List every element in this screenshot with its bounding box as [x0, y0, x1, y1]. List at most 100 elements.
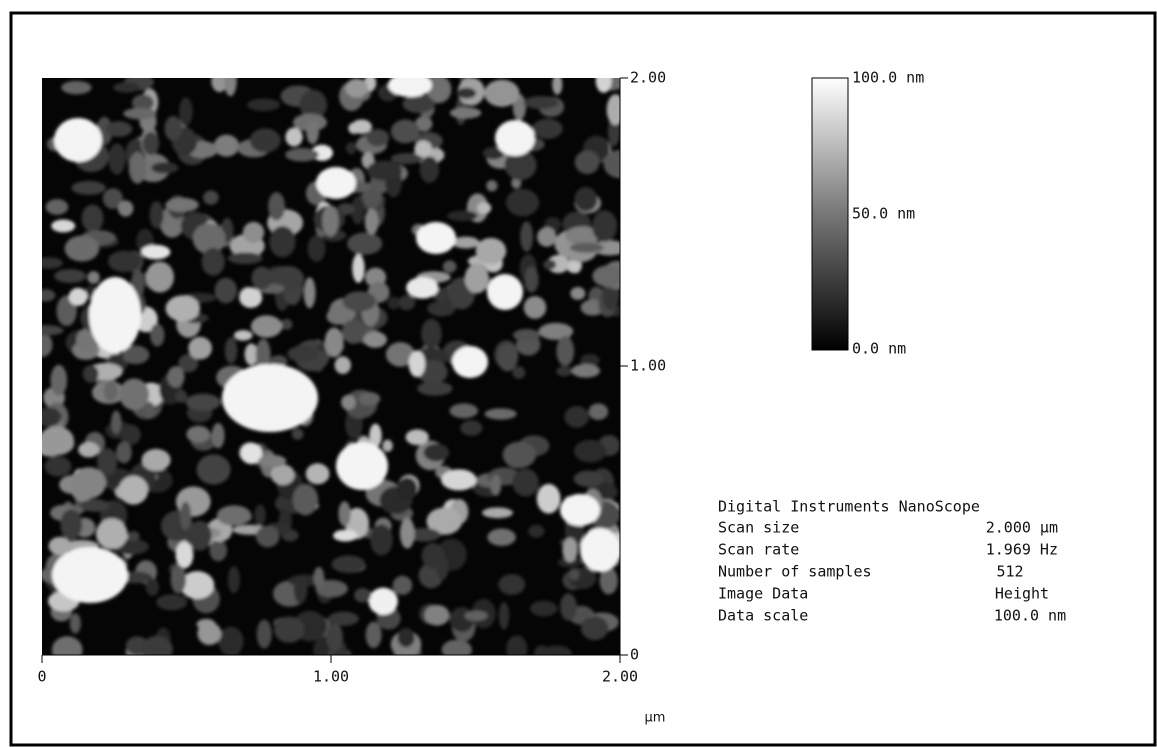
- grain: [405, 429, 429, 446]
- grain: [328, 611, 360, 626]
- grain: [305, 463, 330, 485]
- grain: [64, 235, 100, 262]
- grain: [385, 342, 415, 367]
- grain: [80, 499, 110, 512]
- grain: [50, 364, 68, 396]
- grain: [536, 483, 561, 514]
- info-value: 2.000 µm: [986, 519, 1058, 537]
- grain: [141, 448, 171, 472]
- grain: [397, 627, 415, 648]
- grain: [42, 325, 64, 336]
- grain: [258, 454, 287, 468]
- grain: [464, 610, 488, 621]
- grain: [45, 199, 69, 215]
- grain: [345, 78, 368, 98]
- scale-label: 0.0 nm: [852, 340, 906, 358]
- grain: [192, 223, 226, 255]
- grain: [103, 381, 118, 402]
- grain: [175, 390, 188, 403]
- grain: [95, 518, 128, 550]
- grain: [365, 621, 382, 649]
- grain: [534, 645, 550, 655]
- grain: [574, 439, 607, 463]
- grain: [606, 94, 620, 126]
- grain: [390, 152, 423, 165]
- grain: [240, 442, 263, 465]
- grain: [574, 186, 598, 212]
- grain: [256, 619, 272, 649]
- grain: [358, 391, 381, 406]
- grain: [149, 201, 164, 229]
- grain: [293, 574, 308, 604]
- grain: [506, 635, 528, 655]
- grain: [398, 295, 416, 311]
- grain: [592, 240, 620, 256]
- grain: [326, 307, 350, 325]
- grain: [102, 188, 123, 209]
- grain: [341, 319, 366, 344]
- y-tick-label: 2.00: [630, 69, 666, 87]
- grain: [402, 95, 436, 114]
- grain: [382, 439, 393, 452]
- grain: [449, 403, 479, 419]
- grain: [315, 579, 348, 598]
- grain: [111, 410, 122, 435]
- grain: [334, 356, 351, 375]
- grain: [603, 149, 620, 179]
- grain: [537, 227, 557, 247]
- grain: [239, 287, 263, 308]
- grain: [482, 146, 505, 160]
- grain: [528, 524, 545, 538]
- grain: [477, 202, 492, 215]
- grain: [222, 364, 318, 432]
- grain: [306, 119, 319, 145]
- grain: [117, 200, 134, 217]
- grain: [116, 441, 132, 464]
- grain: [71, 180, 107, 195]
- grain: [107, 250, 142, 273]
- grain: [201, 247, 225, 276]
- grain: [89, 277, 141, 353]
- grain: [502, 441, 537, 468]
- grain: [188, 336, 212, 360]
- labels: 2.00 1.00 0 0 1.00 2.00 µm 100.0 nm 50.0 nm 0.0 n…: [37, 69, 1066, 726]
- grain: [369, 423, 382, 448]
- grain: [512, 329, 541, 342]
- grain: [316, 167, 356, 199]
- color-scale-bar: [811, 77, 849, 351]
- info-value: 1.969 Hz: [986, 541, 1058, 559]
- grain: [82, 365, 99, 383]
- grain: [119, 378, 150, 411]
- grain: [178, 354, 199, 373]
- grain: [42, 257, 63, 269]
- grain: [425, 78, 452, 104]
- grain: [419, 156, 440, 183]
- grain: [482, 507, 513, 519]
- grain: [87, 271, 100, 284]
- grain: [370, 524, 393, 556]
- grain: [569, 242, 604, 253]
- grain: [145, 578, 159, 596]
- x-tick-label: 0: [37, 668, 46, 686]
- grain: [118, 475, 149, 505]
- grain: [423, 443, 450, 462]
- grain: [456, 87, 477, 99]
- grain: [599, 566, 618, 595]
- grain: [180, 501, 192, 531]
- grain: [143, 401, 155, 418]
- grain: [142, 131, 160, 156]
- grain: [270, 355, 288, 367]
- grain: [490, 474, 502, 496]
- grain: [299, 89, 328, 120]
- grain: [552, 78, 563, 95]
- grain: [406, 277, 439, 299]
- grain: [543, 259, 557, 270]
- grain: [216, 505, 252, 526]
- grain: [556, 366, 573, 377]
- grain: [303, 277, 316, 309]
- grain: [113, 82, 140, 93]
- grain: [287, 345, 319, 362]
- grain: [460, 420, 483, 436]
- grain: [529, 600, 558, 617]
- grain: [42, 332, 53, 357]
